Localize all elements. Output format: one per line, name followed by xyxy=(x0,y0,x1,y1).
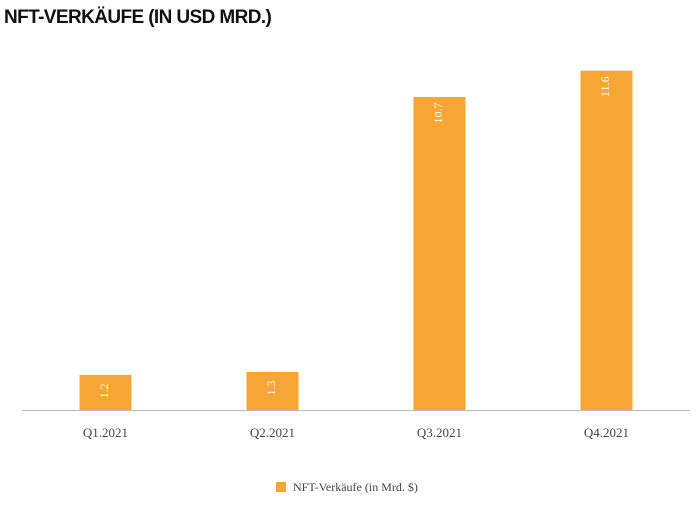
bar xyxy=(246,371,299,410)
x-tick-label: Q4.2021 xyxy=(584,425,629,440)
value-label: 1.2 xyxy=(97,383,111,398)
x-tick-label: Q3.2021 xyxy=(417,425,462,440)
bar xyxy=(580,70,633,410)
value-label: 1.3 xyxy=(264,380,278,395)
x-tick-label: Q1.2021 xyxy=(83,425,128,440)
legend-swatch xyxy=(276,482,286,492)
value-label: 10.7 xyxy=(431,103,445,124)
value-label: 11.6 xyxy=(598,76,612,97)
bar xyxy=(413,97,466,411)
chart-title: NFT-VERKÄUFE (IN USD MRD.) xyxy=(4,7,272,28)
legend-label: NFT-Verkäufe (in Mrd. $) xyxy=(293,480,418,494)
x-tick-label: Q2.2021 xyxy=(250,425,295,440)
bar xyxy=(79,374,132,410)
